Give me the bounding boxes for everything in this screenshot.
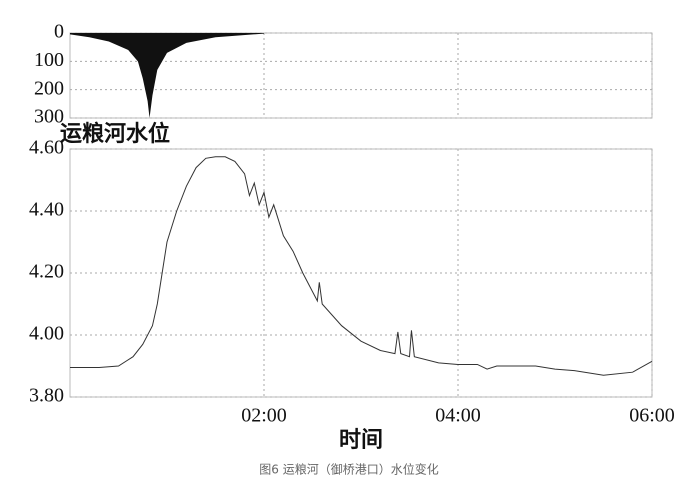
panel-title: 运粮河水位 [60,121,170,147]
y-tick-label: 4.00 [29,323,64,345]
y-tick-label: 0 [54,21,64,43]
y-tick-label: 100 [34,49,64,71]
y-tick-label: 300 [34,106,64,128]
x-tick-label: 04:00 [435,405,481,427]
y-tick-label: 4.40 [29,199,64,221]
x-tick-label: 02:00 [241,405,287,427]
x-axis-label: 时间 [339,428,383,453]
rain-area [70,33,264,118]
caption: 图6 运粮河（御桥港口）水位变化 [259,462,438,477]
water-level-line [70,156,653,376]
y-tick-label: 3.80 [29,385,64,407]
y-tick-label: 4.60 [29,137,64,159]
x-tick-label: 06:00 [629,405,675,427]
y-tick-label: 4.20 [29,261,64,283]
y-tick-label: 200 [34,77,64,99]
